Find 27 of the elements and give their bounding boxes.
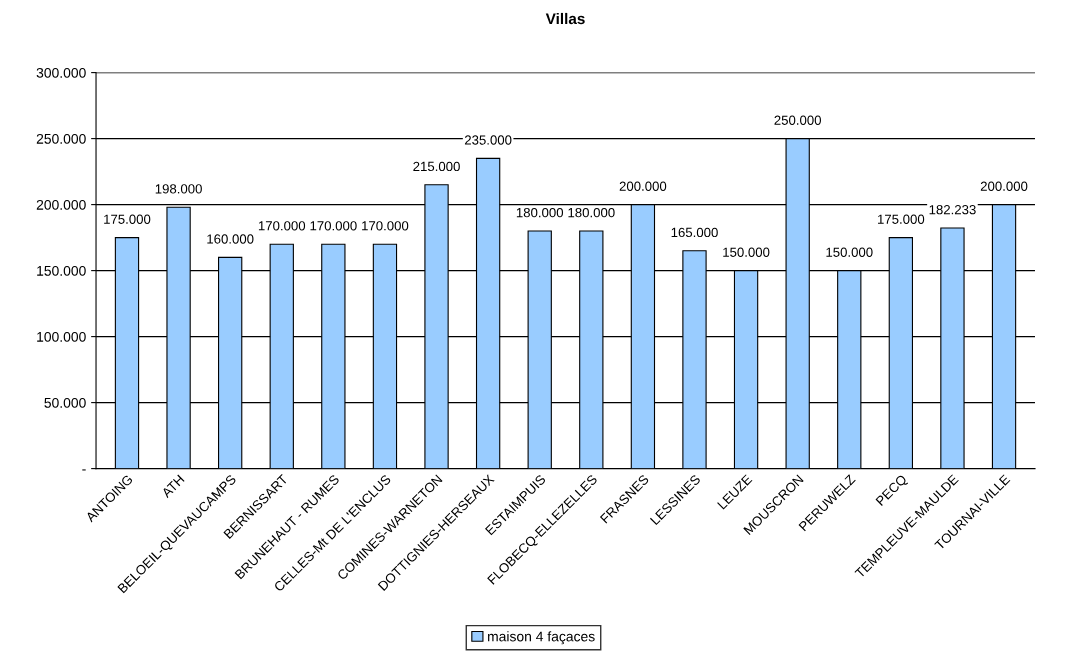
- data-label: 180.000: [568, 207, 615, 218]
- data-label: 170.000: [258, 221, 306, 231]
- y-tick-label: 150.000: [37, 265, 86, 276]
- y-tick-label: 100.000: [37, 331, 86, 342]
- y-tick-label: 250.000: [36, 133, 86, 144]
- data-label: 200.000: [980, 181, 1028, 191]
- y-tick-label: 50.000: [44, 397, 86, 408]
- data-label: 250.000: [774, 115, 821, 125]
- legend-label: maison 4 façaces: [488, 631, 595, 645]
- data-label: 235.000: [464, 135, 512, 145]
- data-label: 175.000: [878, 214, 925, 224]
- y-tick-label: 200.000: [36, 199, 86, 210]
- chart-title: Villas: [545, 12, 585, 25]
- data-label: 150.000: [826, 247, 873, 257]
- y-tick-label: 300.000: [36, 67, 86, 78]
- data-label: 175.000: [104, 214, 151, 224]
- y-tick-label: -: [82, 469, 86, 471]
- data-label: 182.233: [929, 204, 976, 215]
- data-label: 160.000: [207, 234, 254, 244]
- data-label: 150.000: [723, 247, 770, 257]
- data-label: 215.000: [413, 161, 460, 172]
- data-label: 170.000: [310, 221, 357, 231]
- data-label: 198.000: [155, 184, 202, 194]
- data-label: 200.000: [619, 181, 667, 191]
- data-label: 170.000: [362, 221, 409, 231]
- data-label: 165.000: [671, 227, 718, 238]
- data-label: 180.000: [516, 207, 564, 218]
